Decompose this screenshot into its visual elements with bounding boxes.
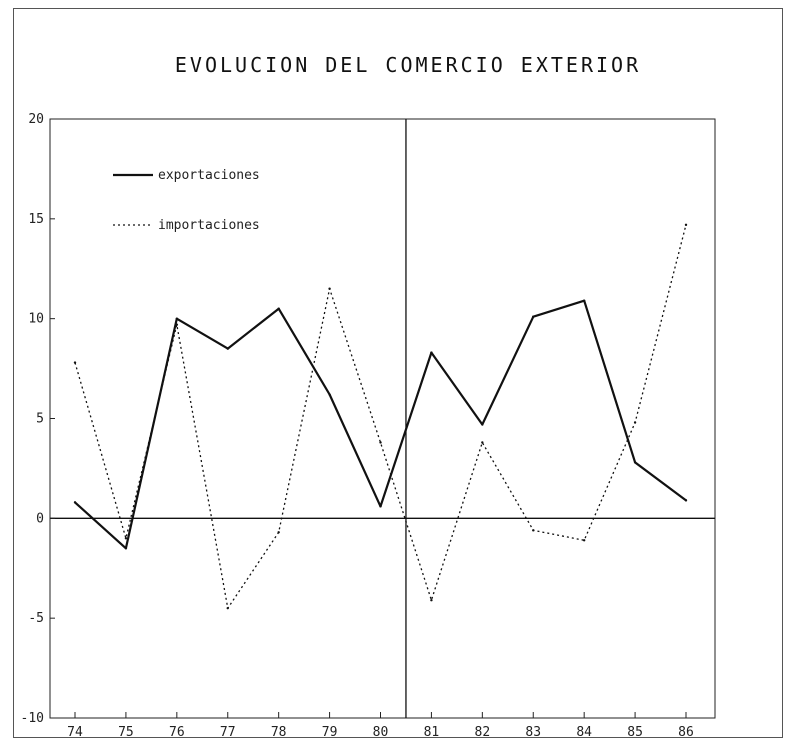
data-point-importaciones <box>277 531 280 534</box>
x-tick-label: 74 <box>67 725 83 740</box>
data-point-importaciones <box>532 529 535 532</box>
reference-lines <box>50 119 715 718</box>
y-tick-label: 20 <box>28 112 44 127</box>
y-tick-label: -10 <box>21 711 44 726</box>
data-point-exportaciones <box>633 461 637 464</box>
data-point-importaciones <box>328 287 331 290</box>
chart-title: EVOLUCION DEL COMERCIO EXTERIOR <box>175 53 641 77</box>
series-group <box>73 223 688 610</box>
data-point-importaciones <box>226 606 229 610</box>
x-tick-label: 82 <box>475 725 491 740</box>
data-point-exportaciones <box>684 499 688 502</box>
x-tick-label: 85 <box>627 725 643 740</box>
x-tick-label: 86 <box>678 725 694 740</box>
x-tick-label: 81 <box>424 725 440 740</box>
y-tick-label: 0 <box>36 511 44 526</box>
data-point-exportaciones <box>379 505 382 508</box>
legend: exportaciones importaciones <box>113 168 260 233</box>
data-point-importaciones <box>124 537 128 540</box>
data-point-exportaciones <box>582 299 586 302</box>
data-point-importaciones <box>175 323 179 326</box>
data-point-exportaciones <box>481 423 484 426</box>
data-point-exportaciones <box>532 315 535 318</box>
data-point-importaciones <box>633 421 637 424</box>
plot-area <box>49 118 716 719</box>
data-point-exportaciones <box>175 317 179 320</box>
y-tick-label: 10 <box>28 312 44 327</box>
series-line-exportaciones <box>74 299 687 550</box>
data-point-importaciones <box>684 223 688 227</box>
x-tick-label: 76 <box>169 725 185 740</box>
x-tick-label: 83 <box>525 725 541 740</box>
data-point-importaciones <box>481 441 484 444</box>
y-tick-label: 5 <box>36 412 44 427</box>
x-tick-label: 78 <box>271 725 287 740</box>
x-tick-label: 84 <box>576 725 592 740</box>
x-axis: 74 75 76 77 78 79 80 81 82 83 84 85 86 <box>67 712 694 740</box>
data-point-exportaciones <box>73 501 77 504</box>
data-point-exportaciones <box>277 307 280 310</box>
y-tick-label: 15 <box>28 212 44 227</box>
data-point-importaciones <box>379 441 382 444</box>
x-tick-label: 77 <box>220 725 236 740</box>
data-point-exportaciones <box>226 347 229 350</box>
x-tick-label: 80 <box>373 725 389 740</box>
series-line-importaciones <box>74 224 687 609</box>
x-tick-label: 75 <box>118 725 134 740</box>
legend-label-exportaciones: exportaciones <box>158 168 260 183</box>
data-point-exportaciones <box>328 393 331 396</box>
chart-frame <box>13 8 783 738</box>
legend-label-importaciones: importaciones <box>158 218 260 233</box>
data-point-importaciones <box>73 361 77 364</box>
data-point-exportaciones <box>124 547 128 550</box>
data-point-importaciones <box>430 598 433 602</box>
x-tick-label: 79 <box>322 725 338 740</box>
y-axis: 20 15 10 5 0 -5 -10 <box>21 112 55 726</box>
data-point-exportaciones <box>430 351 433 354</box>
y-tick-label: -5 <box>28 611 44 626</box>
data-point-importaciones <box>582 539 586 542</box>
